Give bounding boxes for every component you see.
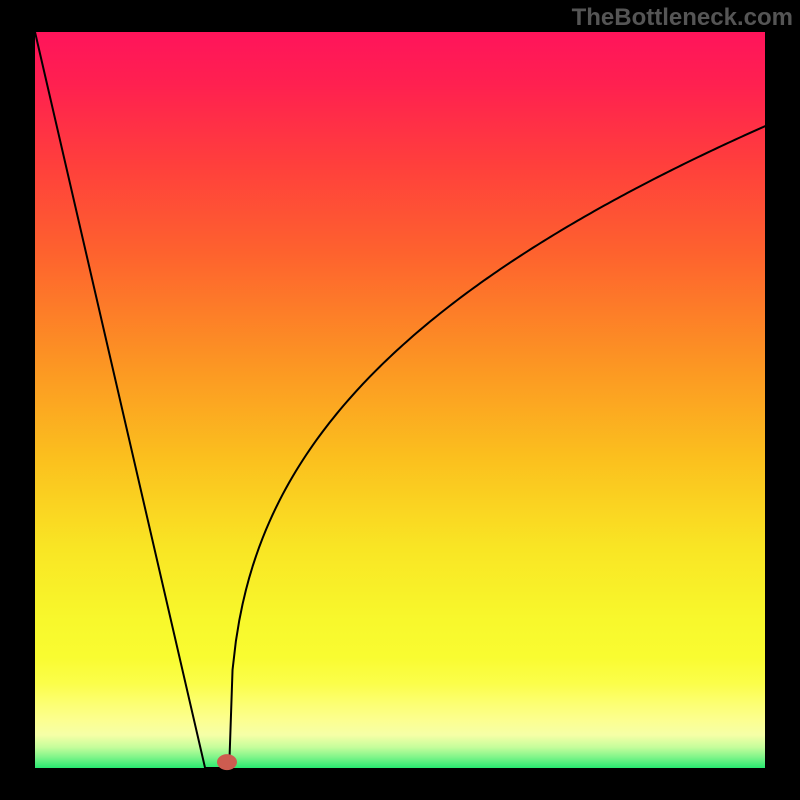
plot-area (35, 32, 765, 768)
watermark-text: TheBottleneck.com (572, 4, 793, 32)
chart-container: TheBottleneck.com (0, 0, 800, 800)
